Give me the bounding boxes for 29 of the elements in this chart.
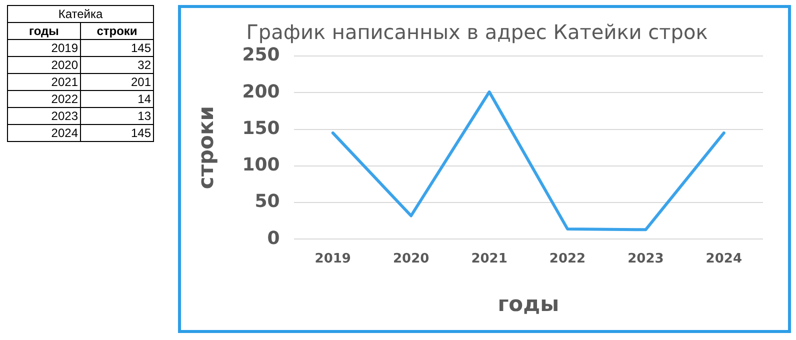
y-tick-label: 200 — [242, 81, 280, 102]
y-tick-label: 100 — [242, 154, 280, 176]
data-label: 13 — [80, 108, 154, 124]
data-label: 145 — [80, 124, 154, 142]
data-label: 14 — [80, 90, 154, 108]
y-tick-label: 2022 — [8, 90, 80, 108]
y-axis-title: годы — [8, 22, 80, 40]
data-label: 145 — [80, 40, 154, 56]
y-axis-title: строки — [194, 106, 218, 190]
y-tick-label: 250 — [242, 44, 280, 66]
x-axis-title: годы — [498, 292, 560, 316]
y-tick-label: 50 — [254, 191, 280, 212]
data-label: 32 — [80, 56, 154, 74]
chart-title: График написанных в адрес Катейки строк — [246, 20, 708, 44]
y-tick-label: 0 — [267, 228, 280, 249]
x-tick-label: 2022 — [549, 251, 586, 266]
x-tick-label: 2020 — [392, 251, 430, 266]
x-tick-label: 2023 — [628, 251, 664, 266]
y-tick-label: 2021 — [8, 74, 80, 90]
chart-title: Катейка — [8, 6, 154, 22]
x-tick-label: 2019 — [314, 251, 351, 266]
x-tick-label: 2021 — [471, 251, 508, 266]
data-label: 201 — [80, 74, 154, 90]
y-tick-label: 2024 — [8, 124, 80, 142]
x-tick-label: 2024 — [706, 251, 742, 266]
y-tick-label: 2020 — [8, 56, 80, 74]
y-tick-label: 150 — [242, 118, 280, 139]
y-tick-label: 2019 — [8, 40, 80, 56]
y-tick-label: 2023 — [8, 108, 80, 124]
